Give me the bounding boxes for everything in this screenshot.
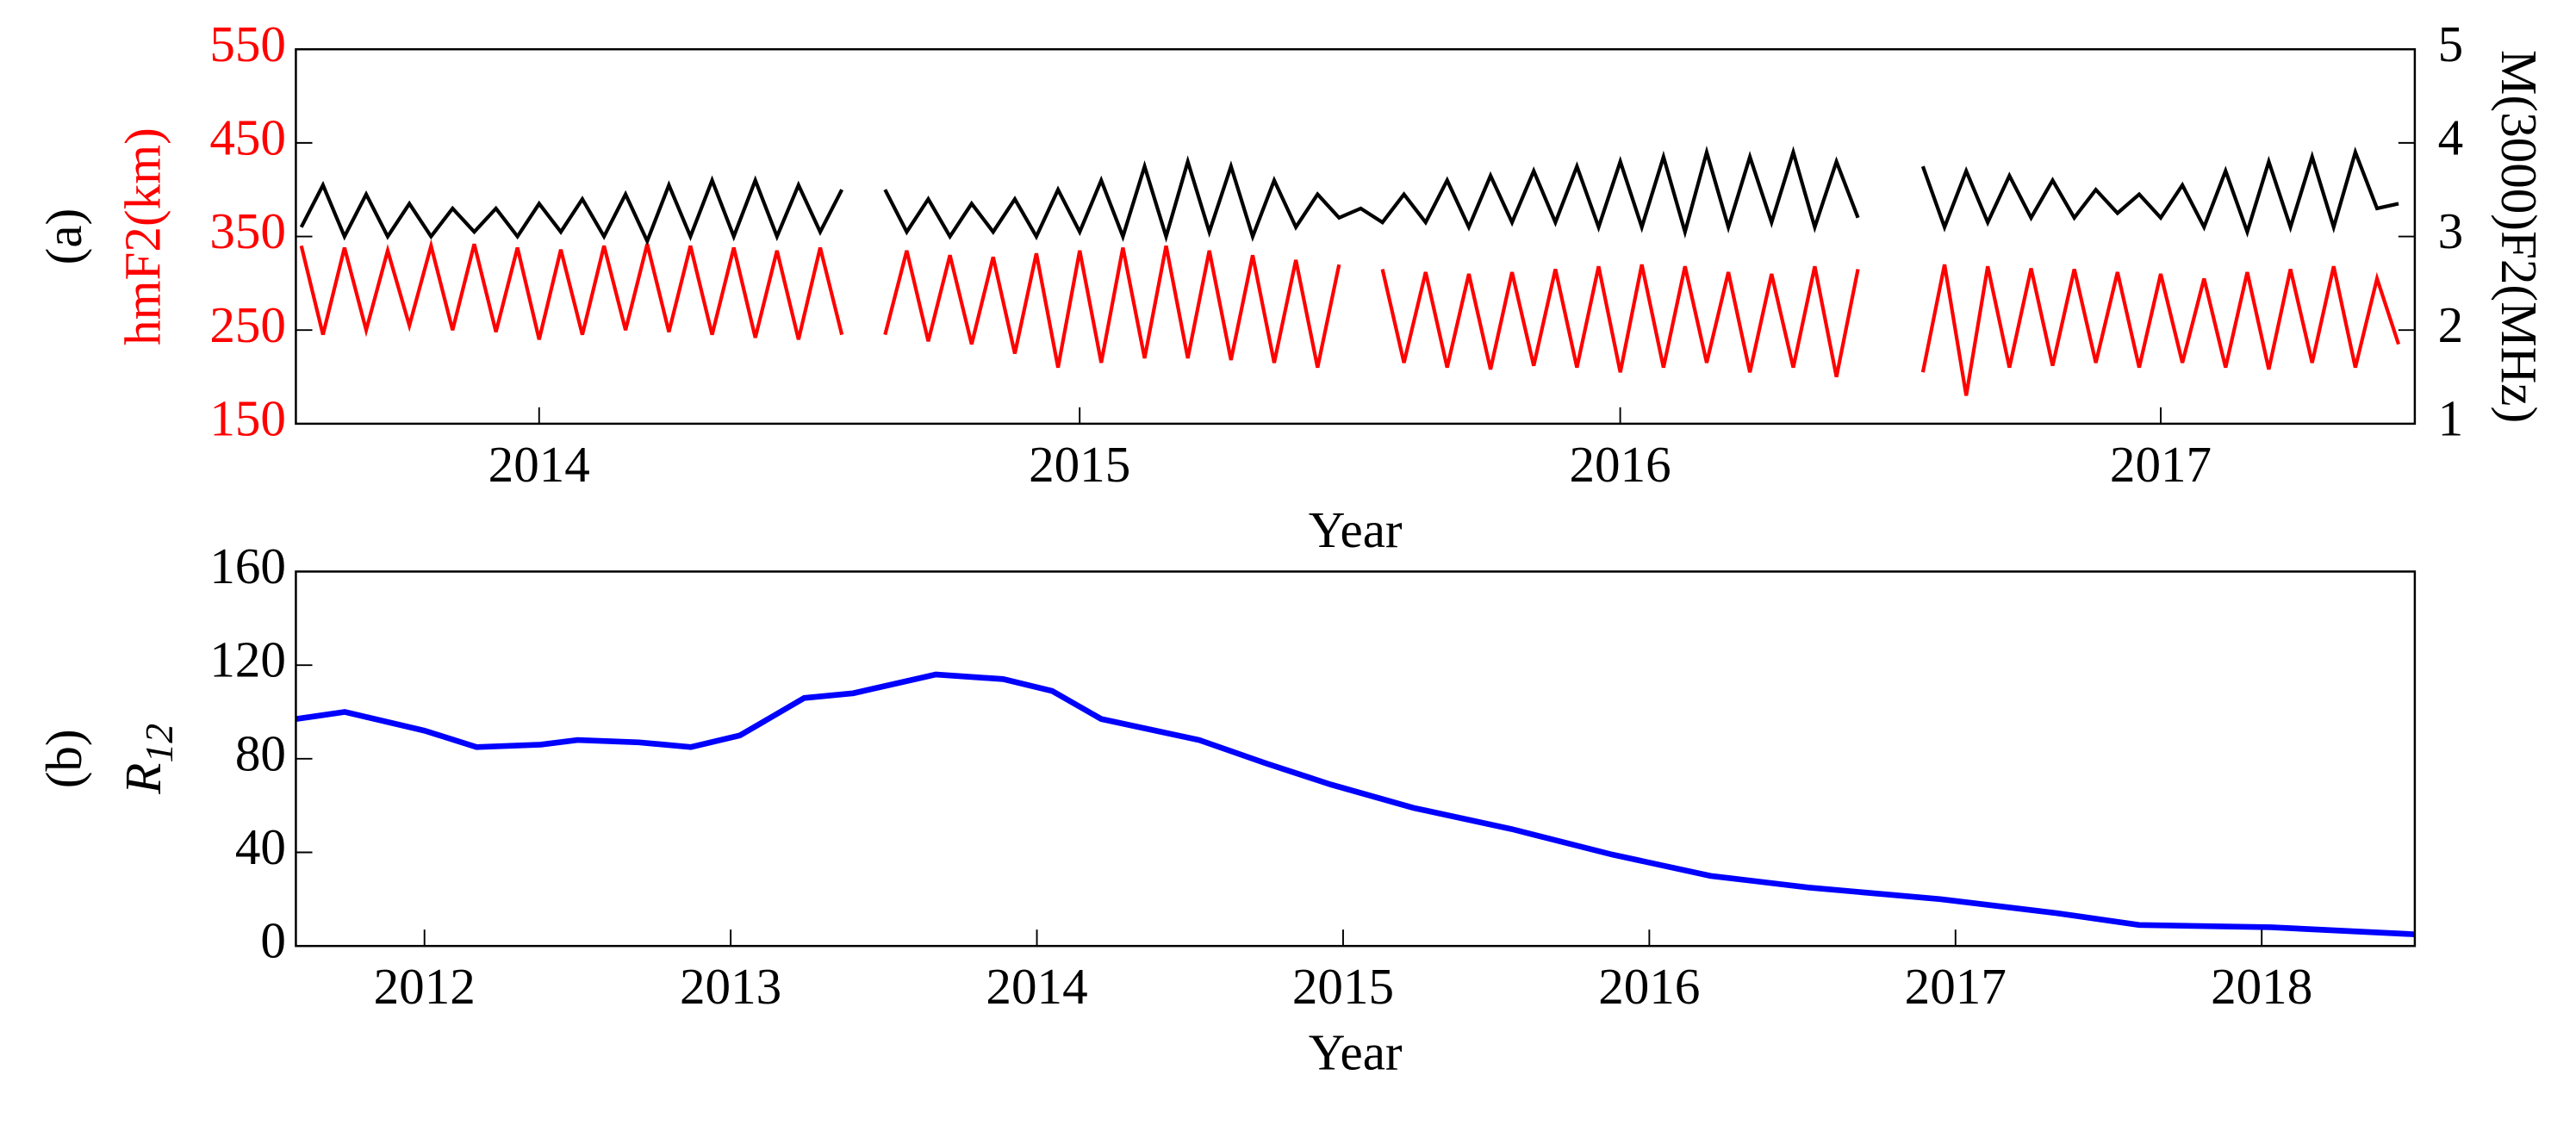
data-line — [295, 671, 2416, 937]
x-tick-label: 2012 — [374, 958, 476, 1015]
y2-tick-label: 3 — [2438, 202, 2464, 259]
x-tick-label: 2016 — [1598, 958, 1700, 1015]
panel-label: (b) — [35, 729, 92, 788]
x-tick-label: 2018 — [2211, 958, 2312, 1015]
x-tick-label: 2013 — [680, 958, 781, 1015]
x-tick-label: 2017 — [1905, 958, 2007, 1015]
panel-label: (a) — [35, 208, 92, 265]
x-tick-label: 2015 — [1029, 436, 1130, 493]
y-tick-label: 80 — [235, 724, 286, 781]
x-tick-label: 2015 — [1292, 958, 1394, 1015]
data-line — [299, 145, 2399, 246]
y-axis-title: hmF2(km) — [114, 127, 171, 345]
y-axis-title: R12 — [114, 724, 180, 795]
x-tick-label: 2014 — [488, 436, 590, 493]
x-tick-label: 2014 — [986, 958, 1087, 1015]
y2-tick-label: 2 — [2438, 296, 2464, 353]
y-tick-label: 40 — [235, 818, 286, 875]
y-axis-title-main: R — [114, 763, 171, 795]
y-tick-label: 160 — [209, 538, 286, 594]
y-tick-label: 250 — [209, 296, 286, 353]
x-axis-title: Year — [1309, 501, 1403, 558]
x-tick-label: 2016 — [1570, 436, 1671, 493]
x-axis-title: Year — [1309, 1023, 1403, 1080]
y2-tick-label: 4 — [2438, 109, 2464, 165]
plot-frame — [295, 47, 2417, 426]
data-line — [299, 239, 2401, 396]
y-tick-label: 150 — [209, 389, 286, 446]
y2-tick-label: 1 — [2438, 389, 2464, 446]
y-tick-label: 0 — [260, 912, 286, 969]
y2-tick-label: 5 — [2438, 16, 2464, 72]
y-tick-label: 350 — [209, 202, 286, 259]
y-tick-label: 550 — [209, 16, 286, 72]
plot-frame — [295, 570, 2417, 948]
y-tick-label: 450 — [209, 109, 286, 165]
x-tick-label: 2017 — [2110, 436, 2212, 493]
y2-axis-title: M(3000)F2(MHz) — [2491, 50, 2548, 423]
y-axis-title-sub: 12 — [136, 724, 180, 763]
y-tick-label: 120 — [209, 631, 286, 688]
